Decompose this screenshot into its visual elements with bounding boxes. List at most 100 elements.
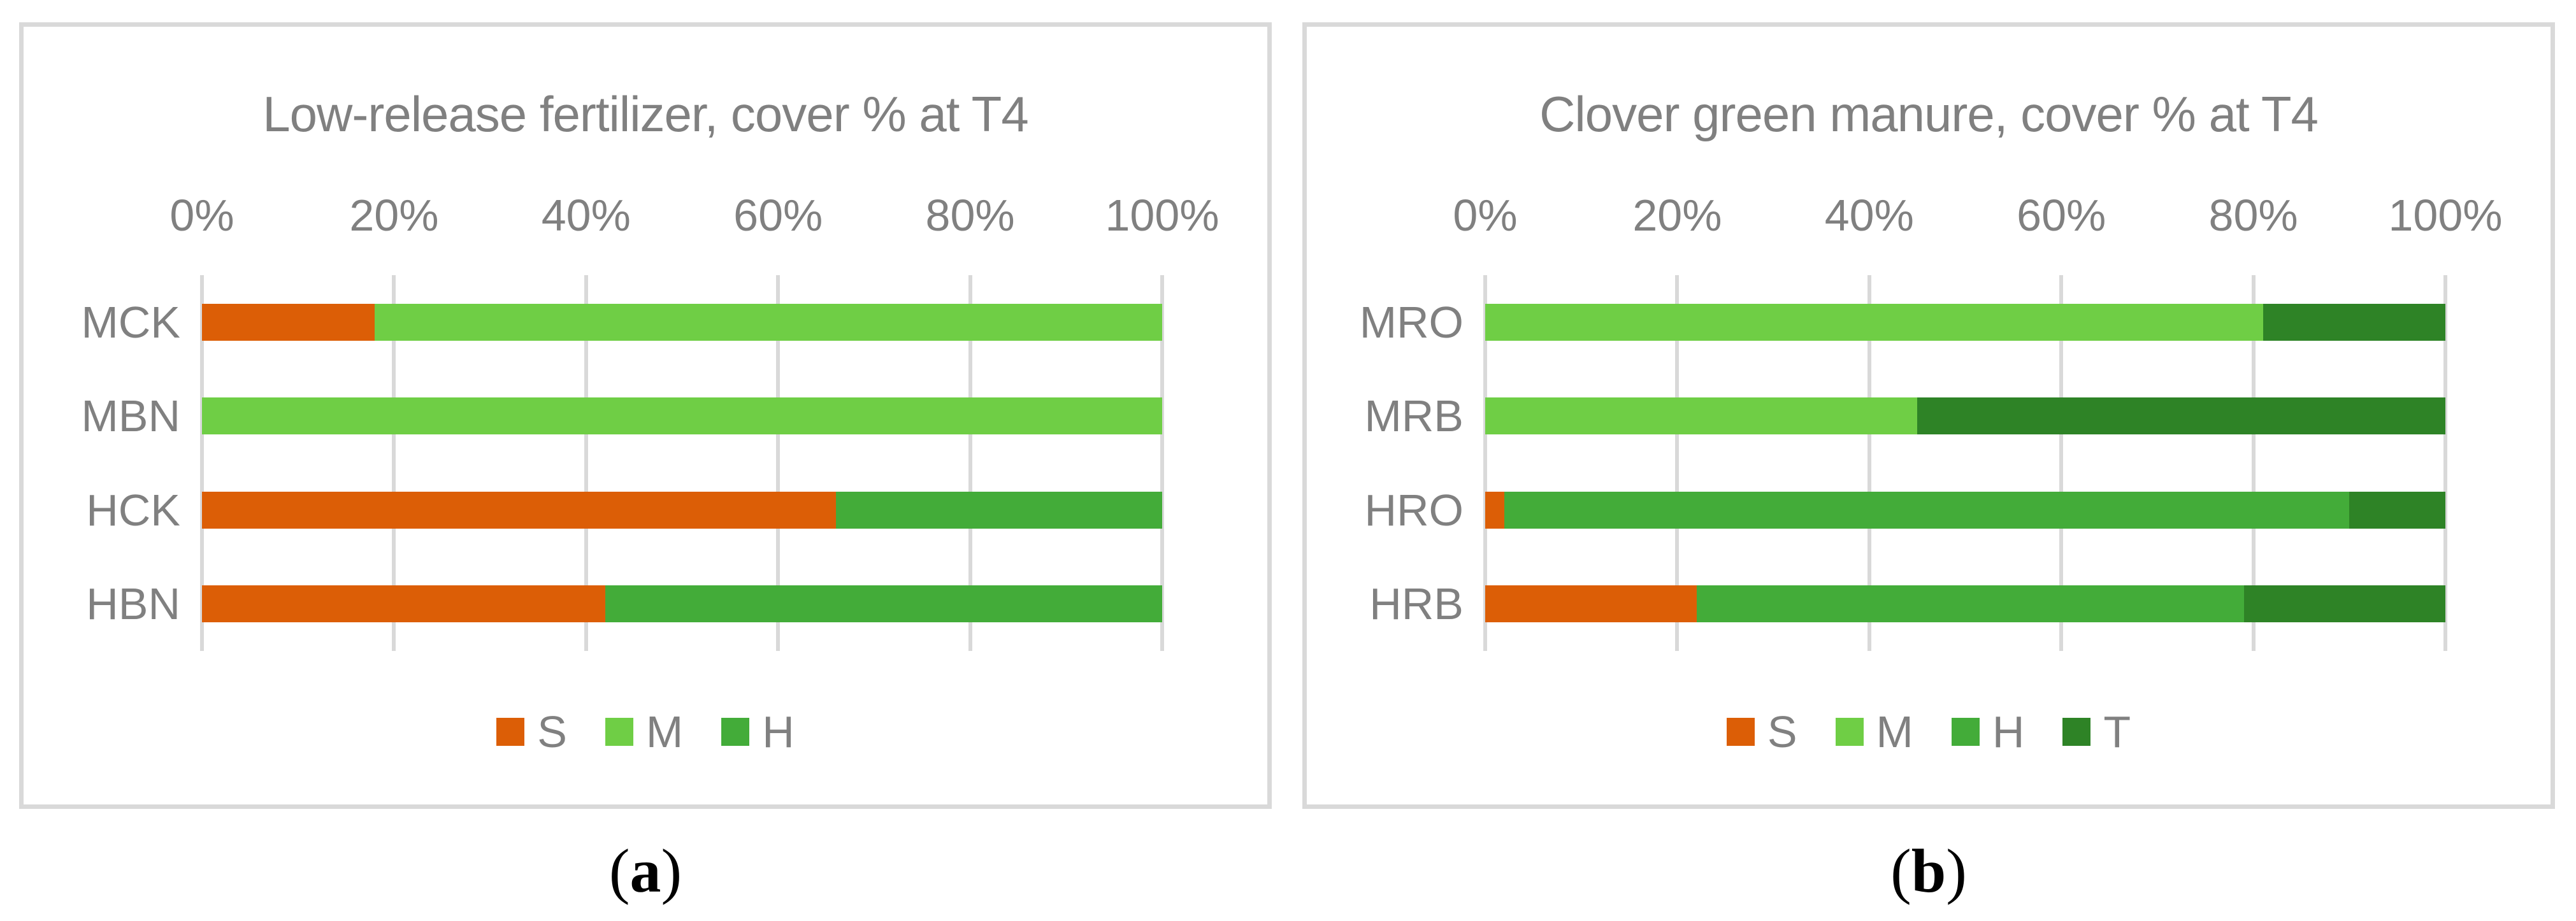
category-label: MCK bbox=[81, 297, 180, 347]
x-axis: 0% 20% 40% 60% 80% 100% bbox=[169, 190, 1219, 243]
axis-tick-label: 80% bbox=[2208, 190, 2298, 240]
plot-area: MCK MBN HCK HBN bbox=[81, 275, 1164, 652]
stacked-bar bbox=[202, 491, 1162, 529]
legend-swatch bbox=[605, 718, 633, 746]
stacked-bar bbox=[1485, 585, 2445, 623]
bar-segment-S bbox=[202, 303, 375, 341]
legend-label: M bbox=[1876, 707, 1913, 757]
legend-item-M: M bbox=[605, 706, 683, 757]
axis-tick-label: 60% bbox=[2017, 190, 2106, 240]
legend-label: M bbox=[645, 707, 684, 757]
caption-a: (a) bbox=[19, 836, 1272, 907]
axis-tick-label: 0% bbox=[1453, 190, 1518, 240]
bar-segment-M bbox=[375, 303, 1162, 341]
axis-tick-label: 20% bbox=[349, 190, 439, 240]
bar-row: MCK bbox=[81, 275, 1162, 369]
category-label: MBN bbox=[81, 391, 180, 441]
figure-captions: (a) (b) bbox=[19, 836, 2555, 907]
legend-item-S: S bbox=[496, 706, 567, 757]
bar-segment-S bbox=[202, 491, 836, 529]
gridline bbox=[2251, 275, 2256, 651]
legend-swatch bbox=[721, 718, 750, 746]
x-axis: 0% 20% 40% 60% 80% 100% bbox=[1453, 190, 2502, 243]
gridline bbox=[2059, 275, 2064, 651]
legend-swatch bbox=[1951, 718, 1980, 746]
caption-paren: ) bbox=[1946, 837, 1967, 906]
caption-paren: ) bbox=[661, 837, 682, 906]
gridline bbox=[584, 275, 588, 651]
chart-panel-b: Clover green manure, cover % at T4 0% 20%… bbox=[1302, 22, 2555, 809]
gridline bbox=[776, 275, 781, 651]
bar-row: MBN bbox=[81, 369, 1162, 464]
legend-item-M: M bbox=[1835, 706, 1913, 757]
gridline bbox=[1867, 275, 1871, 651]
axis-tick-label: 0% bbox=[169, 190, 234, 240]
gridline bbox=[968, 275, 972, 651]
legend-label: S bbox=[1767, 707, 1797, 757]
gridline bbox=[1160, 275, 1164, 651]
legend-item-S: S bbox=[1726, 706, 1797, 757]
axis-tick-label: 40% bbox=[541, 190, 631, 240]
chart-title: Low-release fertilizer, cover % at T4 bbox=[263, 86, 1028, 142]
bar-row: HCK bbox=[86, 463, 1162, 557]
bar-segment-S bbox=[1485, 491, 1505, 529]
legend-swatch bbox=[1835, 718, 1864, 746]
stacked-bar bbox=[202, 303, 1162, 341]
bar-segment-M bbox=[1485, 397, 1918, 435]
legend-item-T: T bbox=[2062, 706, 2131, 757]
bar-segment-T bbox=[1917, 397, 2445, 435]
axis-tick-label: 60% bbox=[733, 190, 823, 240]
bar-row: MRO bbox=[1360, 275, 2445, 369]
axis-tick-label: 100% bbox=[2388, 190, 2503, 240]
stacked-bar bbox=[202, 585, 1162, 623]
bar-row: HRB bbox=[1369, 557, 2445, 652]
bar-segment-T bbox=[2349, 491, 2445, 529]
caption-b: (b) bbox=[1302, 836, 2555, 907]
bar-segment-M bbox=[202, 397, 1162, 435]
category-label: MRO bbox=[1359, 297, 1464, 347]
axis-tick-label: 80% bbox=[925, 190, 1015, 240]
category-label: HRB bbox=[1369, 579, 1464, 629]
category-label: HCK bbox=[86, 485, 180, 535]
chart-title: Clover green manure, cover % at T4 bbox=[1539, 86, 2319, 142]
figure-panels: Low-release fertilizer, cover % at T4 0%… bbox=[19, 22, 2555, 809]
legend-swatch bbox=[496, 718, 525, 746]
gridline bbox=[2443, 275, 2447, 651]
chart-panel-a: Low-release fertilizer, cover % at T4 0%… bbox=[19, 22, 1272, 809]
stacked-bar bbox=[1485, 303, 2445, 341]
category-label: HRO bbox=[1364, 485, 1464, 535]
axis-tick-label: 20% bbox=[1632, 190, 1722, 240]
legend-swatch bbox=[1726, 718, 1755, 746]
legend-item-H: H bbox=[721, 706, 795, 757]
gridline bbox=[1675, 275, 1680, 651]
caption-letter: a bbox=[630, 837, 661, 906]
gridline bbox=[200, 275, 204, 651]
bar-segment-T bbox=[2263, 303, 2445, 341]
category-label: MRB bbox=[1364, 391, 1464, 441]
caption-paren: ( bbox=[608, 837, 630, 906]
bar-row: HRO bbox=[1364, 463, 2445, 557]
legend-label: H bbox=[762, 707, 795, 757]
bar-row: MRB bbox=[1364, 369, 2445, 464]
bar-row: HBN bbox=[86, 557, 1162, 652]
bar-segment-H bbox=[835, 491, 1162, 529]
caption-letter: b bbox=[1911, 837, 1946, 906]
legend-label: H bbox=[1992, 707, 2025, 757]
bar-segment-T bbox=[2243, 585, 2445, 623]
legend-item-H: H bbox=[1951, 706, 2025, 757]
legend-swatch bbox=[2062, 718, 2091, 746]
bar-segment-H bbox=[1504, 491, 2350, 529]
bar-segment-S bbox=[202, 585, 605, 623]
bar-segment-S bbox=[1485, 585, 1697, 623]
gridline bbox=[1483, 275, 1487, 651]
axis-tick-label: 100% bbox=[1105, 190, 1220, 240]
bar-segment-H bbox=[1696, 585, 2244, 623]
caption-paren: ( bbox=[1890, 837, 1911, 906]
axis-tick-label: 40% bbox=[1824, 190, 1914, 240]
bar-segment-H bbox=[605, 585, 1162, 623]
bar-segment-M bbox=[1485, 303, 2263, 341]
gridline bbox=[392, 275, 396, 651]
stacked-bar bbox=[1485, 491, 2445, 529]
